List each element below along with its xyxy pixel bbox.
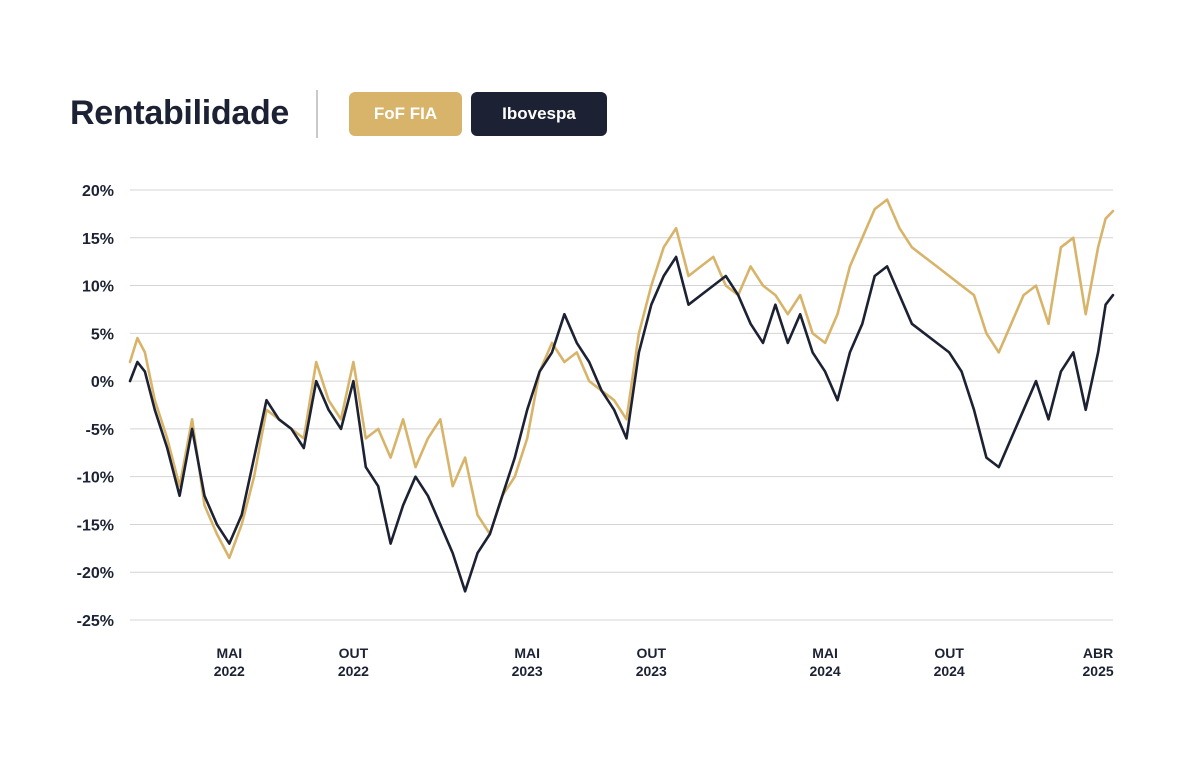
x-tick-label: MAI 2023 <box>512 645 543 679</box>
y-tick-label: 0% <box>91 374 114 391</box>
header-divider <box>316 90 318 138</box>
x-tick-label: ABR 2025 <box>1083 645 1114 679</box>
y-tick-label: -15% <box>77 517 114 534</box>
y-tick-label: 10% <box>82 279 114 296</box>
x-tick-label: OUT 2024 <box>934 645 965 679</box>
legend-button-ibovespa[interactable]: Ibovespa <box>471 92 607 136</box>
y-tick-label: -5% <box>86 422 114 439</box>
y-tick-label: -25% <box>77 613 114 630</box>
x-tick-label: MAI 2022 <box>214 645 245 679</box>
y-tick-label: 5% <box>91 326 114 343</box>
series-line-fof-fia <box>128 198 1115 560</box>
chart-title: Rentabilidade <box>70 94 290 132</box>
x-tick-label: OUT 2023 <box>636 645 667 679</box>
series-lines <box>128 198 1115 593</box>
y-tick-label: -20% <box>77 565 114 582</box>
y-tick-label: 20% <box>82 183 114 200</box>
x-axis-ticks: MAI 2022 OUT 2022 MAI 2023 OUT 2023 MAI 2024 OUT 20… <box>214 645 1114 679</box>
x-tick-label: OUT 2022 <box>338 645 369 679</box>
y-axis-ticks: 20% 15% 10% 5% 0% -5% -10% -15% -20% -25% <box>77 183 114 630</box>
y-tick-label: -10% <box>77 470 114 487</box>
y-tick-label: 15% <box>82 231 114 248</box>
series-line-ibovespa <box>128 255 1115 593</box>
legend-button-fof-fia[interactable]: FoF FIA <box>349 92 462 136</box>
x-tick-label: MAI 2024 <box>809 645 840 679</box>
grid-lines <box>130 189 1113 621</box>
